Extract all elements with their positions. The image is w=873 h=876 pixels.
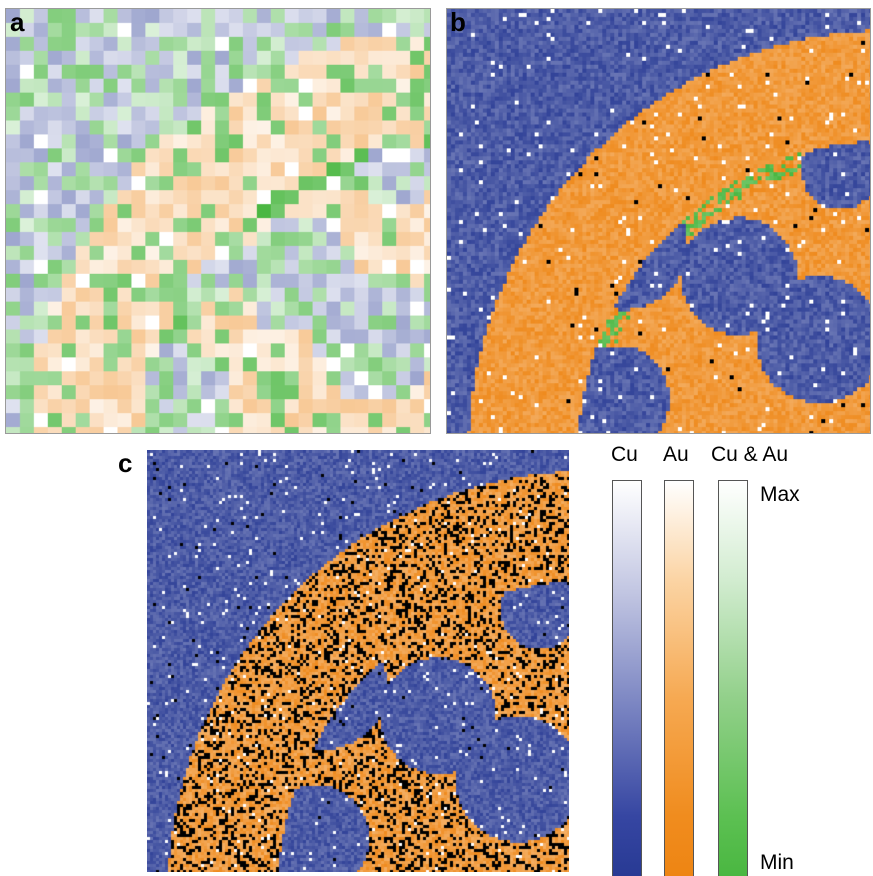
panel-label-b: b (450, 7, 466, 37)
colorbar-min-label: Min (760, 851, 794, 874)
colorbar-max-label: Max (760, 483, 800, 506)
legend-header-cu: Cu (611, 443, 638, 466)
map-panel-a (5, 8, 431, 434)
legend-header-au: Au (663, 443, 689, 466)
elemental-map-a-image (6, 9, 430, 433)
colorbar-cu (612, 480, 642, 876)
elemental-map-b-image (447, 9, 870, 433)
colorbar-au (664, 480, 694, 876)
panel-label-a: a (10, 7, 25, 37)
map-panel-b (446, 8, 871, 434)
colorbar-cu-au (718, 480, 748, 876)
elemental-map-c-image (147, 450, 569, 872)
panel-label-c: c (118, 448, 133, 478)
legend-header-cu-au: Cu & Au (711, 443, 789, 466)
map-panel-c (147, 450, 569, 872)
